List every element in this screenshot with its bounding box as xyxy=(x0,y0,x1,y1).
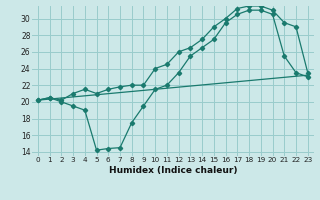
X-axis label: Humidex (Indice chaleur): Humidex (Indice chaleur) xyxy=(108,166,237,175)
